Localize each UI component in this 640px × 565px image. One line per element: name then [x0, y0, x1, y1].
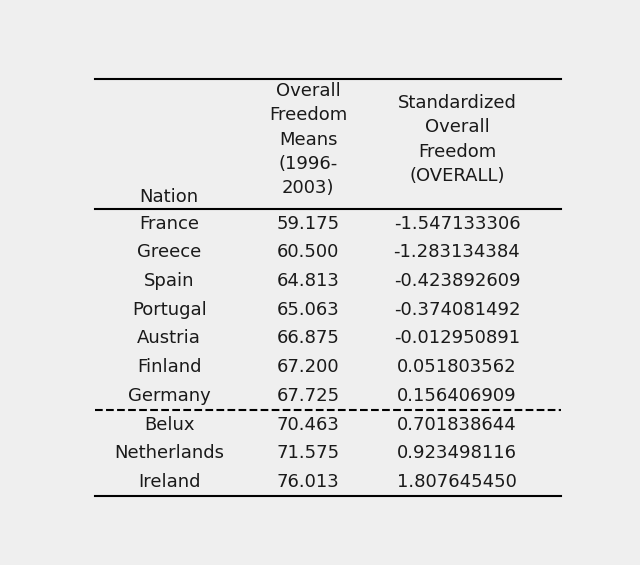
Text: -0.012950891: -0.012950891 — [394, 329, 520, 347]
Text: 66.875: 66.875 — [276, 329, 340, 347]
Text: -1.547133306: -1.547133306 — [394, 215, 520, 233]
Text: 60.500: 60.500 — [277, 244, 339, 261]
Text: -0.423892609: -0.423892609 — [394, 272, 520, 290]
Text: 76.013: 76.013 — [276, 473, 340, 491]
Text: Germany: Germany — [128, 387, 211, 405]
Text: Austria: Austria — [138, 329, 201, 347]
Text: Ireland: Ireland — [138, 473, 200, 491]
Text: Finland: Finland — [137, 358, 202, 376]
Text: 71.575: 71.575 — [276, 444, 340, 462]
Text: 70.463: 70.463 — [276, 415, 340, 433]
Text: 65.063: 65.063 — [276, 301, 340, 319]
Text: -0.374081492: -0.374081492 — [394, 301, 520, 319]
Text: 67.200: 67.200 — [277, 358, 339, 376]
Text: -1.283134384: -1.283134384 — [394, 244, 520, 261]
Text: 67.725: 67.725 — [276, 387, 340, 405]
Text: 0.051803562: 0.051803562 — [397, 358, 516, 376]
Text: 64.813: 64.813 — [276, 272, 340, 290]
Text: Greece: Greece — [137, 244, 202, 261]
Text: Standardized
Overall
Freedom
(OVERALL): Standardized Overall Freedom (OVERALL) — [397, 94, 516, 185]
Text: Belux: Belux — [144, 415, 195, 433]
Text: 0.156406909: 0.156406909 — [397, 387, 516, 405]
Text: 0.923498116: 0.923498116 — [397, 444, 517, 462]
Text: Portugal: Portugal — [132, 301, 207, 319]
Text: 0.701838644: 0.701838644 — [397, 415, 517, 433]
Text: Nation: Nation — [140, 188, 199, 206]
Text: 1.807645450: 1.807645450 — [397, 473, 517, 491]
Text: Spain: Spain — [144, 272, 195, 290]
Text: Netherlands: Netherlands — [115, 444, 224, 462]
Text: France: France — [140, 215, 199, 233]
Text: Overall
Freedom
Means
(1996-
2003): Overall Freedom Means (1996- 2003) — [269, 82, 348, 197]
Text: 59.175: 59.175 — [276, 215, 340, 233]
